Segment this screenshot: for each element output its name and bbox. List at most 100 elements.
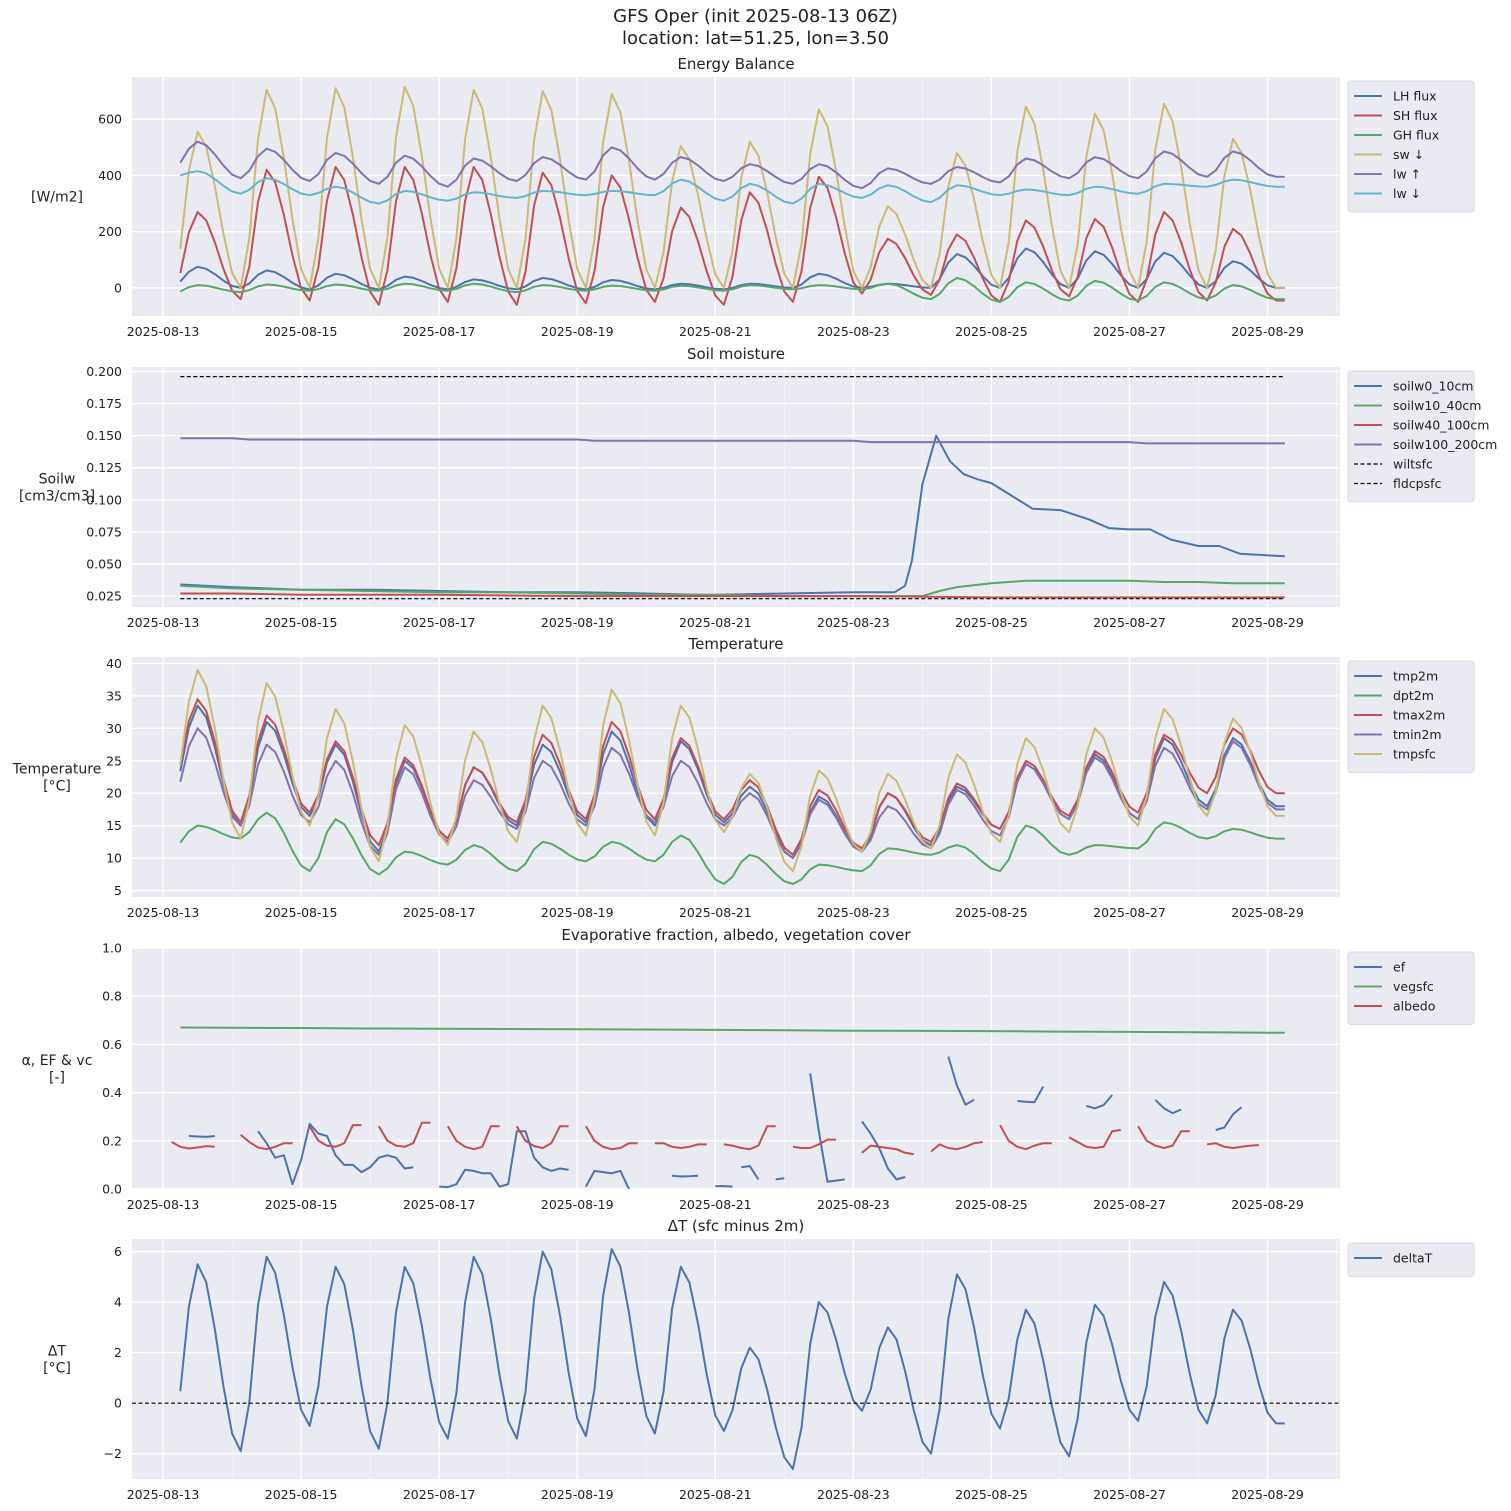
y-axis-label: [-] [49, 1070, 65, 1086]
x-tick-label: 2025-08-29 [1231, 324, 1304, 339]
x-tick-label: 2025-08-19 [541, 905, 614, 920]
legend-label-wiltsfc: wiltsfc [1393, 457, 1433, 472]
x-tick-label: 2025-08-25 [955, 1197, 1028, 1212]
x-tick-label: 2025-08-29 [1231, 1197, 1304, 1212]
x-tick-label: 2025-08-13 [127, 1197, 200, 1212]
series-line-ef [672, 1174, 699, 1178]
legend-label-soilw0-10cm: soilw0_10cm [1393, 379, 1474, 394]
x-tick-label: 2025-08-27 [1093, 905, 1166, 920]
panel-title: ΔT (sfc minus 2m) [668, 1217, 805, 1235]
y-tick-label: 200 [98, 224, 122, 239]
series-line-albedo [515, 1125, 569, 1149]
x-tick-label: 2025-08-13 [127, 905, 200, 920]
y-tick-label: 400 [98, 168, 122, 183]
x-tick-label: 2025-08-27 [1093, 1487, 1166, 1502]
series-line-sw [179, 85, 1285, 289]
legend: soilw0_10cm soilw10_40cm soilw40_100cmsoil… [1347, 370, 1497, 503]
legend-label-lw: lw ↓ [1393, 186, 1421, 201]
x-tick-label: 2025-08-29 [1231, 905, 1304, 920]
y-tick-label: 25 [106, 753, 122, 768]
y-tick-label: 0.050 [86, 557, 122, 572]
legend-label-vegsfc: vegsfc [1393, 979, 1434, 994]
x-tick-label: 2025-08-17 [403, 1487, 476, 1502]
x-tick-label: 2025-08-21 [679, 615, 752, 630]
series-line-ef [741, 1165, 760, 1180]
series-line-ef [715, 1185, 733, 1188]
x-tick-label: 2025-08-13 [127, 615, 200, 630]
series-line-dpt2m [179, 811, 1285, 885]
x-tick-label: 2025-08-15 [265, 1197, 338, 1212]
y-tick-label: 4 [114, 1295, 122, 1310]
series-line-albedo [171, 1141, 215, 1150]
y-tick-label: 0.075 [86, 524, 122, 539]
y-tick-label: 0 [114, 280, 122, 295]
x-tick-label: 2025-08-19 [541, 1487, 614, 1502]
y-axis-label: [cm3/cm3] [19, 489, 95, 505]
y-tick-label: 35 [106, 688, 122, 703]
y-tick-label: 5 [114, 883, 122, 898]
legend-box [1347, 660, 1475, 773]
plot-background [132, 948, 1340, 1189]
legend: LH flux SH flux GH flux sw ↓ lw ↑ lw ↓ [1347, 80, 1475, 213]
y-tick-label: 0.0 [102, 1182, 122, 1197]
series-line-albedo [999, 1124, 1052, 1151]
series-line-lw [179, 170, 1285, 205]
series-line-ef [1154, 1099, 1182, 1115]
x-tick-label: 2025-08-21 [679, 324, 752, 339]
series-line-albedo [930, 1141, 983, 1153]
legend-label-tmpsfc: tmpsfc [1393, 747, 1436, 762]
y-tick-label: 0.125 [86, 460, 122, 475]
series-line-soilw100-200cm [180, 437, 1285, 445]
series-line-albedo [792, 1138, 837, 1149]
panel-energy-balance: Energy Balance [W/m2] 0 200 400 600 2025-08-13… [31, 55, 1475, 339]
y-axis-label: Temperature [12, 762, 102, 778]
y-tick-label: 0.4 [102, 1085, 122, 1100]
legend: tmp2m dpt2m tmax2m tmin2m tmpsfc [1347, 660, 1475, 773]
series-line-albedo [308, 1124, 362, 1148]
y-tick-label: 0.6 [102, 1037, 122, 1052]
legend-box [1347, 1242, 1475, 1277]
panel-soil-moisture: Soil moisture Soilw[cm3/cm3] 0.025 0.050 0.0… [19, 345, 1497, 630]
legend-label-gh-flux: GH flux [1393, 128, 1439, 143]
x-tick-label: 2025-08-15 [265, 324, 338, 339]
series-line-albedo [1068, 1129, 1121, 1149]
legend: ef vegsfc albedo [1347, 951, 1475, 1025]
series-line-lw [179, 140, 1285, 190]
series-line-sh-flux [179, 166, 1285, 306]
x-tick-label: 2025-08-23 [817, 905, 890, 920]
y-axis-label: [W/m2] [31, 190, 83, 206]
series-line-deltat [179, 1248, 1285, 1470]
figure-title: GFS Oper (init 2025-08-13 06Z) location:… [0, 6, 1511, 50]
legend-label-albedo: albedo [1393, 999, 1435, 1014]
legend-label-lh-flux: LH flux [1393, 89, 1437, 104]
legend-label-dpt2m: dpt2m [1393, 688, 1434, 703]
figure-title-line2: location: lat=51.25, lon=3.50 [622, 28, 889, 49]
legend-box [1347, 370, 1475, 503]
y-tick-label: 600 [98, 112, 122, 127]
x-tick-label: 2025-08-29 [1231, 615, 1304, 630]
y-axis-label: α, EF & vc [22, 1053, 93, 1069]
x-tick-label: 2025-08-21 [679, 1487, 752, 1502]
plot-lines [180, 376, 1285, 600]
legend-label-soilw10-40cm: soilw10_40cm [1393, 398, 1481, 413]
x-tick-label: 2025-08-21 [679, 905, 752, 920]
y-tick-label: 40 [106, 656, 122, 671]
figure-title-line1: GFS Oper (init 2025-08-13 06Z) [613, 6, 898, 27]
x-tick-label: 2025-08-23 [817, 1197, 890, 1212]
series-line-lh-flux [179, 247, 1285, 291]
x-tick-label: 2025-08-17 [403, 324, 476, 339]
y-tick-label: 6 [114, 1244, 122, 1259]
panel-temperature: TemperatureTemperature[°C]51015202530354… [12, 635, 1475, 920]
x-tick-label: 2025-08-17 [403, 1197, 476, 1212]
legend: deltaT [1347, 1242, 1475, 1277]
legend-label-sw: sw ↓ [1393, 147, 1424, 162]
legend-box [1347, 80, 1475, 213]
series-line-albedo [654, 1142, 707, 1149]
y-tick-label: 0.200 [86, 364, 122, 379]
legend-label-sh-flux: SH flux [1393, 108, 1438, 123]
series-line-albedo [1206, 1142, 1259, 1149]
series-line-albedo [1137, 1125, 1190, 1149]
series-line-soilw40-100cm [180, 592, 1285, 599]
series-line-albedo [446, 1125, 500, 1151]
